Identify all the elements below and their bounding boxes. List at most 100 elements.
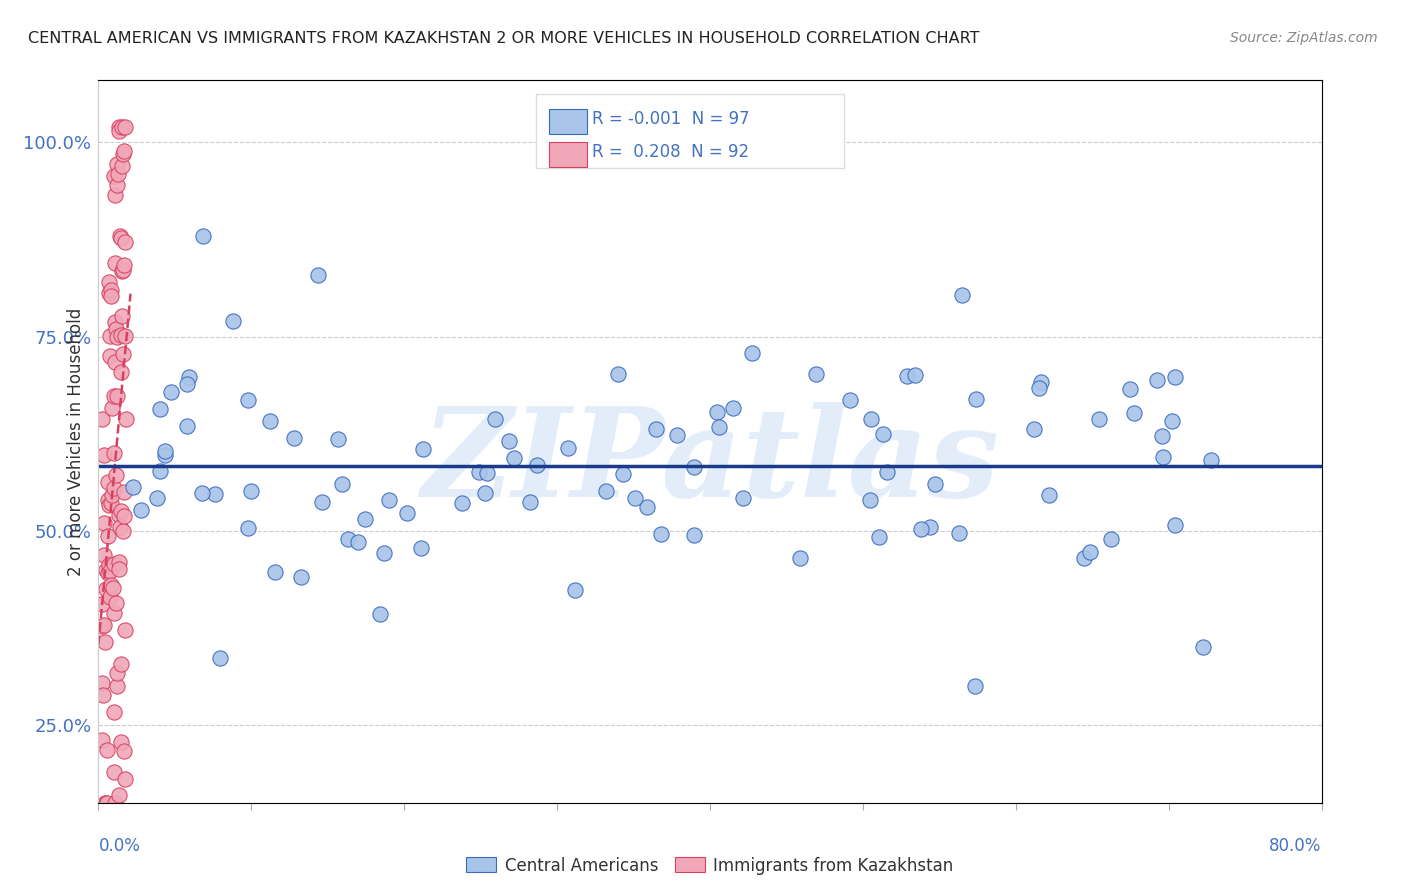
Point xyxy=(155,443,177,458)
Point xyxy=(368,607,391,621)
Point xyxy=(104,255,127,269)
Point xyxy=(98,285,121,300)
Point xyxy=(110,735,132,749)
Point xyxy=(868,530,890,544)
Point xyxy=(176,376,198,391)
Point xyxy=(1029,375,1052,389)
Point xyxy=(1088,411,1111,425)
Point xyxy=(104,322,127,336)
Point xyxy=(498,434,520,448)
Point xyxy=(96,796,118,810)
Point xyxy=(789,551,811,566)
Point xyxy=(103,389,125,403)
Point xyxy=(101,488,124,502)
Point xyxy=(311,495,333,509)
Point xyxy=(97,275,120,289)
Point xyxy=(963,679,986,693)
Point xyxy=(105,178,128,193)
Point xyxy=(612,467,634,481)
Point xyxy=(107,167,129,181)
Point xyxy=(97,492,120,507)
Point xyxy=(193,228,215,243)
Point xyxy=(103,764,125,779)
Point xyxy=(114,744,136,758)
Point xyxy=(149,464,172,478)
Point xyxy=(97,475,120,489)
Point xyxy=(94,796,117,810)
Point xyxy=(111,159,134,173)
Point xyxy=(475,466,498,480)
Point xyxy=(114,623,136,637)
Point xyxy=(1028,380,1050,394)
Point xyxy=(595,483,617,498)
Point xyxy=(107,508,129,522)
Point xyxy=(93,516,115,530)
Point xyxy=(112,347,135,361)
Point xyxy=(100,564,122,578)
Point xyxy=(97,566,120,580)
Point xyxy=(920,520,942,534)
Point xyxy=(307,268,329,282)
Point xyxy=(96,742,118,756)
Point xyxy=(100,496,122,510)
Point xyxy=(378,493,401,508)
Text: R = -0.001  N = 97: R = -0.001 N = 97 xyxy=(592,110,749,128)
Point xyxy=(100,578,122,592)
Point xyxy=(650,527,672,541)
Point xyxy=(336,532,359,546)
Point xyxy=(104,468,127,483)
Point xyxy=(1152,450,1174,464)
Point xyxy=(108,788,131,802)
Point xyxy=(950,288,973,302)
Point xyxy=(112,484,135,499)
Point xyxy=(114,120,136,134)
Point xyxy=(105,679,128,693)
Point xyxy=(236,392,259,407)
Point xyxy=(105,157,128,171)
Point xyxy=(107,555,129,569)
Point xyxy=(110,657,132,671)
Point xyxy=(838,392,860,407)
Point xyxy=(114,329,136,343)
Point xyxy=(105,330,128,344)
Point xyxy=(346,535,368,549)
Point xyxy=(624,491,647,505)
Point xyxy=(107,562,129,576)
Point xyxy=(91,619,114,633)
Point xyxy=(721,401,744,415)
Point xyxy=(1024,422,1046,436)
Point xyxy=(1164,370,1187,384)
Point xyxy=(239,483,262,498)
Point xyxy=(110,228,132,243)
Point xyxy=(94,635,117,649)
Point xyxy=(101,401,124,415)
Point xyxy=(104,596,127,610)
Point xyxy=(97,529,120,543)
Point xyxy=(98,591,121,605)
Point xyxy=(204,487,226,501)
Point xyxy=(636,500,658,515)
Point xyxy=(110,327,132,342)
Text: Source: ZipAtlas.com: Source: ZipAtlas.com xyxy=(1230,31,1378,45)
Point xyxy=(104,188,127,202)
Point xyxy=(557,442,579,456)
Point xyxy=(1199,453,1222,467)
Point xyxy=(153,448,176,462)
Text: 0.0%: 0.0% xyxy=(98,837,141,855)
Point xyxy=(111,264,134,278)
Point xyxy=(354,512,377,526)
Point xyxy=(110,231,132,245)
Point xyxy=(409,541,432,555)
Point xyxy=(1119,383,1142,397)
Point xyxy=(94,563,117,577)
Point xyxy=(468,466,491,480)
Point xyxy=(1099,533,1122,547)
Point xyxy=(104,315,127,329)
Point xyxy=(98,498,121,512)
Point xyxy=(474,486,496,500)
Point xyxy=(97,558,120,572)
Point xyxy=(191,486,214,500)
Point xyxy=(741,346,763,360)
Point xyxy=(484,412,506,426)
Text: CENTRAL AMERICAN VS IMMIGRANTS FROM KAZAKHSTAN 2 OR MORE VEHICLES IN HOUSEHOLD C: CENTRAL AMERICAN VS IMMIGRANTS FROM KAZA… xyxy=(28,31,980,46)
